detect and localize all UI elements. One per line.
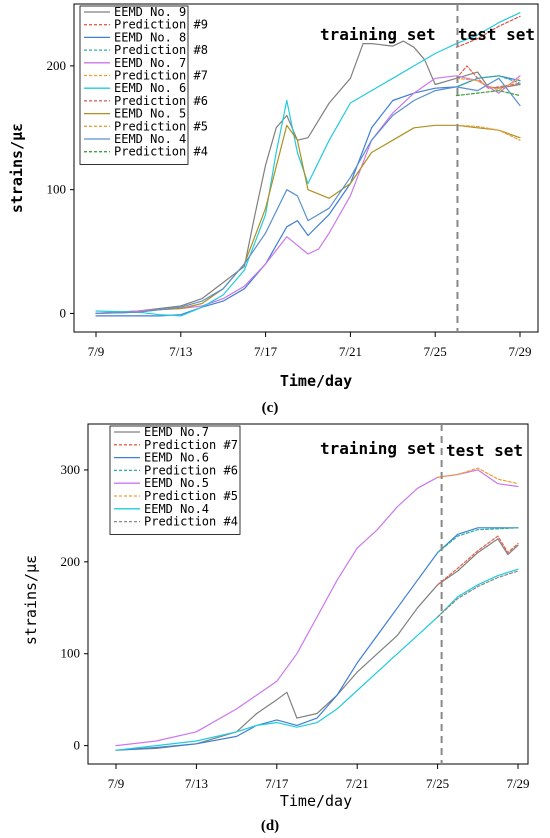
legend-label-c-6: EEMD No. 6 — [114, 81, 186, 95]
x-tick-label-c-4: 7/25 — [424, 344, 447, 359]
training-set-label-c: training set — [320, 25, 436, 44]
panel-label-c: (c) — [262, 400, 279, 416]
series-line-c-7 — [455, 15, 521, 48]
x-tick-label-d-2: 7/17 — [265, 776, 289, 791]
series-line-d-0 — [115, 538, 519, 751]
y-tick-label-c-0: 0 — [60, 305, 67, 320]
x-tick-label-d-3: 7/21 — [346, 776, 369, 791]
series-line-d-7 — [437, 570, 519, 618]
training-set-label-d: training set — [320, 439, 436, 458]
legend-label-c-2: EEMD No. 8 — [114, 30, 186, 44]
plot-frame-c — [73, 3, 539, 333]
series-line-c-6 — [95, 12, 521, 317]
legend-label-c-5: Prediction #7 — [114, 69, 208, 83]
y-ticks-c: 0 100 200 — [47, 58, 74, 320]
x-tick-label-c-3: 7/21 — [339, 344, 362, 359]
plot-frame-d — [87, 423, 529, 765]
series-line-c-2 — [95, 75, 521, 317]
legend-label-d-1: Prediction #7 — [144, 438, 238, 452]
legend-label-d-4: EEMD No.5 — [144, 476, 209, 490]
panel-label-d: (d) — [261, 818, 279, 834]
series-line-c-9 — [455, 124, 521, 141]
x-tick-label-d-0: 7/9 — [108, 776, 125, 791]
x-tick-label-d-5: 7/29 — [506, 776, 529, 791]
test-set-label-c: test set — [458, 25, 535, 44]
legend-box-c — [79, 5, 189, 165]
legend-label-c-7: Prediction #6 — [114, 94, 208, 108]
series-group-d — [115, 467, 519, 751]
legend-label-c-1: Prediction #9 — [114, 18, 208, 32]
chart-panel-c: training set test set EEMD No. 9Predicti… — [8, 3, 539, 416]
series-line-c-5 — [455, 77, 521, 92]
series-line-d-4 — [115, 469, 519, 747]
y-tick-label-c-2: 200 — [47, 58, 67, 73]
y-tick-label-d-0: 0 — [74, 738, 81, 753]
series-line-c-4 — [95, 75, 521, 314]
series-line-c-10 — [95, 77, 521, 314]
legend-label-c-0: EEMD No. 9 — [114, 5, 186, 19]
x-ticks-c: 7/9 7/13 7/17 7/21 7/25 7/29 — [88, 332, 532, 359]
legend-label-d-6: EEMD No.4 — [144, 502, 209, 516]
y-axis-label-c: strains/με — [8, 123, 26, 213]
x-tick-label-c-0: 7/9 — [88, 344, 105, 359]
x-tick-label-c-1: 7/13 — [169, 344, 192, 359]
y-tick-label-d-2: 200 — [61, 554, 81, 569]
series-line-c-11 — [455, 90, 521, 97]
series-line-d-3 — [437, 527, 519, 554]
legend-label-d-3: Prediction #6 — [144, 463, 238, 477]
legend-label-d-7: Prediction #4 — [144, 515, 238, 529]
series-line-d-1 — [437, 535, 519, 586]
y-tick-label-d-1: 100 — [61, 646, 81, 661]
legend-label-d-5: Prediction #5 — [144, 489, 238, 503]
series-line-d-5 — [437, 467, 519, 485]
series-line-d-2 — [115, 527, 519, 751]
y-tick-label-d-3: 300 — [61, 462, 81, 477]
legend-box-d — [109, 425, 241, 535]
test-set-label-d: test set — [446, 441, 523, 460]
x-axis-label-d: Time/day — [280, 792, 352, 810]
x-tick-label-c-2: 7/17 — [254, 344, 278, 359]
chart-panel-d: training set test set EEMD No.7Predictio… — [22, 423, 530, 834]
series-line-c-3 — [455, 75, 521, 88]
series-group-c — [95, 12, 521, 317]
series-line-d-6 — [115, 568, 519, 751]
legend-label-c-11: Prediction #4 — [114, 145, 208, 159]
y-ticks-d: 0 100 200 300 — [61, 462, 88, 753]
legend-label-c-4: EEMD No. 7 — [114, 56, 186, 70]
series-line-c-0 — [95, 40, 521, 314]
legend-label-c-10: EEMD No. 4 — [114, 132, 186, 146]
legend-label-c-8: EEMD No. 5 — [114, 107, 186, 121]
x-tick-label-d-1: 7/13 — [185, 776, 208, 791]
y-axis-label-d: strains/με — [22, 555, 40, 645]
legend-label-c-3: Prediction #8 — [114, 43, 208, 57]
x-tick-label-d-4: 7/25 — [426, 776, 449, 791]
x-axis-label-c: Time/day — [280, 372, 352, 390]
legend-label-d-2: EEMD No.6 — [144, 451, 209, 465]
x-ticks-d: 7/9 7/13 7/17 7/21 7/25 7/29 — [108, 764, 530, 791]
x-tick-label-c-5: 7/29 — [508, 344, 531, 359]
legend-label-d-0: EEMD No.7 — [144, 425, 209, 439]
legend-label-c-9: Prediction #5 — [114, 119, 208, 133]
series-line-c-8 — [95, 124, 521, 314]
y-tick-label-c-1: 100 — [47, 182, 67, 197]
